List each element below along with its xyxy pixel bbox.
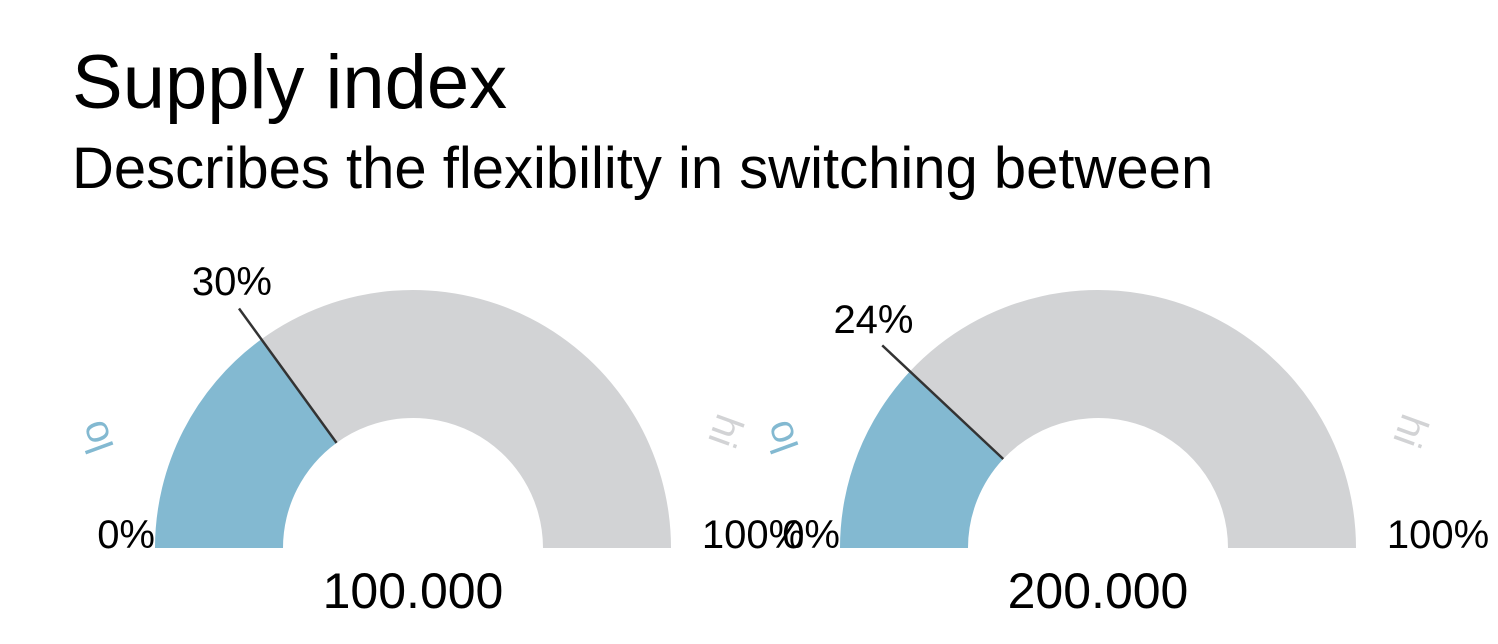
gauge-hi-label: hi: [699, 409, 751, 453]
gauge-fill: [840, 371, 1004, 548]
gauge-max-label: 100%: [702, 513, 804, 557]
gauge-2: 24% 0% 100% lo hi 200.000: [756, 289, 1489, 619]
gauge-needle: [881, 344, 1005, 460]
chart-title: Supply index: [72, 40, 508, 125]
gauge-caption: 100.000: [323, 563, 504, 619]
gauge-track: [261, 290, 671, 548]
gauge-value-label: 30%: [192, 260, 272, 304]
gauge-caption: 200.000: [1008, 563, 1189, 619]
gauge-lo-label: lo: [71, 415, 123, 459]
gauge-min-label: 0%: [782, 513, 840, 557]
chart-subtitle: Describes the flexibility in switching b…: [72, 136, 1214, 201]
gauge-track: [909, 289, 1356, 548]
gauge-min-label: 0%: [97, 513, 155, 557]
gauge-lo-label: lo: [756, 415, 808, 459]
gauge-needle: [238, 307, 338, 444]
gauge-max-label: 100%: [1387, 513, 1489, 557]
gauge-value-label: 24%: [833, 298, 913, 342]
gauge-1: 30% 0% 100% lo hi 100.000: [71, 260, 804, 619]
gauge-hi-label: hi: [1384, 409, 1436, 453]
gauge-fill: [155, 339, 337, 548]
